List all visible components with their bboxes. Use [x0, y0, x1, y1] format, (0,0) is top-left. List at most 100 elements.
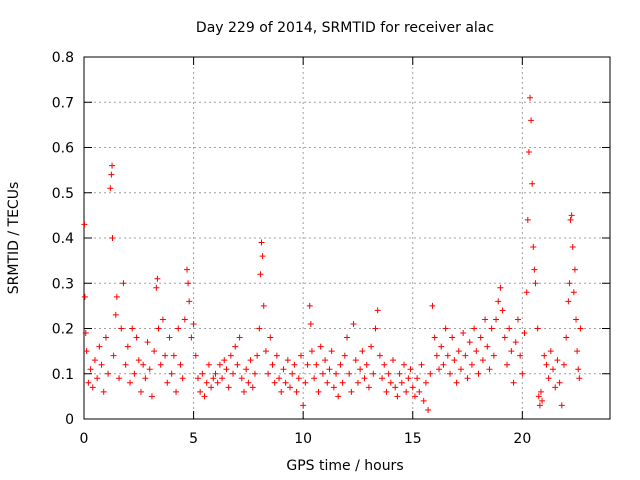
- data-point: [127, 379, 134, 386]
- data-point: [107, 185, 114, 192]
- data-point: [91, 357, 98, 364]
- data-point: [433, 352, 440, 359]
- data-point: [528, 117, 535, 124]
- data-point: [287, 384, 294, 391]
- data-point: [144, 339, 151, 346]
- data-point: [398, 379, 405, 386]
- data-point: [529, 180, 536, 187]
- data-point: [438, 343, 445, 350]
- data-point: [490, 352, 497, 359]
- data-point: [427, 370, 434, 377]
- data-point: [118, 325, 125, 332]
- data-point: [300, 402, 307, 409]
- data-point: [94, 375, 101, 382]
- data-point: [462, 352, 469, 359]
- data-point: [181, 316, 188, 323]
- data-point: [216, 361, 223, 368]
- data-point: [497, 284, 504, 291]
- y-tick-label: 0.8: [52, 50, 74, 66]
- data-point: [317, 343, 324, 350]
- data-point: [258, 239, 265, 246]
- data-point: [501, 334, 508, 341]
- data-point: [473, 348, 480, 355]
- data-point: [576, 375, 583, 382]
- data-point: [477, 334, 484, 341]
- data-point: [133, 334, 140, 341]
- data-point: [407, 366, 414, 373]
- data-point: [387, 379, 394, 386]
- data-point: [444, 352, 451, 359]
- data-point: [227, 352, 234, 359]
- data-point: [482, 316, 489, 323]
- data-point: [89, 384, 96, 391]
- data-point: [170, 352, 177, 359]
- data-point: [315, 388, 322, 395]
- data-point: [83, 348, 90, 355]
- y-tick-label: 0.1: [52, 367, 74, 383]
- x-tick-label: 20: [513, 431, 531, 447]
- data-point: [155, 325, 162, 332]
- data-point: [284, 357, 291, 364]
- data-point: [422, 379, 429, 386]
- data-point: [390, 357, 397, 364]
- data-point: [508, 348, 515, 355]
- data-point: [238, 375, 245, 382]
- data-point: [234, 361, 241, 368]
- data-point: [208, 384, 215, 391]
- data-point: [205, 361, 212, 368]
- data-point: [243, 366, 250, 373]
- data-point: [503, 361, 510, 368]
- data-point: [429, 302, 436, 309]
- data-point: [556, 379, 563, 386]
- data-point: [565, 298, 572, 305]
- data-point: [411, 393, 418, 400]
- y-tick-label: 0: [65, 412, 74, 428]
- data-point: [431, 334, 438, 341]
- data-point: [306, 302, 313, 309]
- data-point: [304, 361, 311, 368]
- data-point: [457, 366, 464, 373]
- x-axis-label: GPS time / hours: [286, 458, 403, 474]
- data-point: [468, 361, 475, 368]
- data-point: [223, 366, 230, 373]
- data-point: [346, 370, 353, 377]
- data-point: [558, 402, 565, 409]
- data-point: [479, 357, 486, 364]
- data-point: [361, 375, 368, 382]
- data-point: [168, 370, 175, 377]
- data-point: [120, 280, 127, 287]
- x-tick-label: 0: [80, 431, 89, 447]
- data-point: [420, 397, 427, 404]
- data-point: [135, 357, 142, 364]
- data-point: [392, 384, 399, 391]
- data-point: [486, 366, 493, 373]
- data-point: [341, 352, 348, 359]
- data-point: [142, 375, 149, 382]
- data-point: [517, 352, 524, 359]
- data-point: [164, 379, 171, 386]
- data-point: [249, 384, 256, 391]
- data-point: [510, 379, 517, 386]
- data-point: [368, 343, 375, 350]
- data-point: [203, 379, 210, 386]
- data-point: [109, 162, 116, 169]
- data-point: [574, 348, 581, 355]
- data-point: [326, 366, 333, 373]
- data-point: [543, 361, 550, 368]
- data-point: [214, 379, 221, 386]
- data-point: [179, 375, 186, 382]
- data-point: [488, 325, 495, 332]
- data-point: [541, 352, 548, 359]
- data-point: [396, 370, 403, 377]
- data-point: [257, 271, 264, 278]
- data-point: [449, 334, 456, 341]
- data-point: [194, 375, 201, 382]
- data-point: [453, 379, 460, 386]
- data-point: [328, 348, 335, 355]
- data-point: [151, 348, 158, 355]
- data-point: [201, 393, 208, 400]
- data-point: [212, 370, 219, 377]
- data-point: [177, 361, 184, 368]
- data-point: [197, 388, 204, 395]
